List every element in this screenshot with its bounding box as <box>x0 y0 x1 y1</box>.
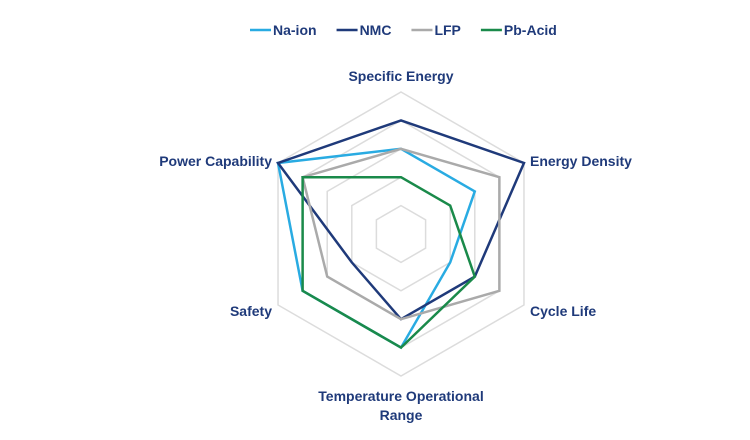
axis-label: Power Capability <box>159 153 272 169</box>
grid-ring-1 <box>375 204 427 264</box>
legend-item: Pb-Acid <box>480 22 557 38</box>
grid-ring-5 <box>277 91 525 377</box>
legend-label: Na-ion <box>273 22 317 38</box>
legend-item: NMC <box>336 22 392 38</box>
legend-item: Na-ion <box>250 22 317 38</box>
legend-label: LFP <box>434 22 460 38</box>
axis-label: Cycle Life <box>530 303 596 319</box>
axis-label: Safety <box>230 303 272 319</box>
legend-item: LFP <box>411 22 461 38</box>
legend-label: Pb-Acid <box>504 22 557 38</box>
axis-labels: Specific Energy Energy Density Cycle Life T… <box>159 68 632 423</box>
axis-label: Range <box>380 407 423 423</box>
axis-label: Energy Density <box>530 153 632 169</box>
grid-ring-2 <box>351 176 451 292</box>
axis-label: Specific Energy <box>348 68 453 84</box>
axis-label: Temperature Operational <box>318 388 483 404</box>
grid <box>277 91 525 377</box>
series-pb-acid <box>301 175 477 350</box>
legend: Na-ion NMC LFP Pb-Acid <box>250 22 557 38</box>
series-group <box>276 119 526 350</box>
legend-label: NMC <box>360 22 392 38</box>
grid-ring-3 <box>326 147 476 321</box>
